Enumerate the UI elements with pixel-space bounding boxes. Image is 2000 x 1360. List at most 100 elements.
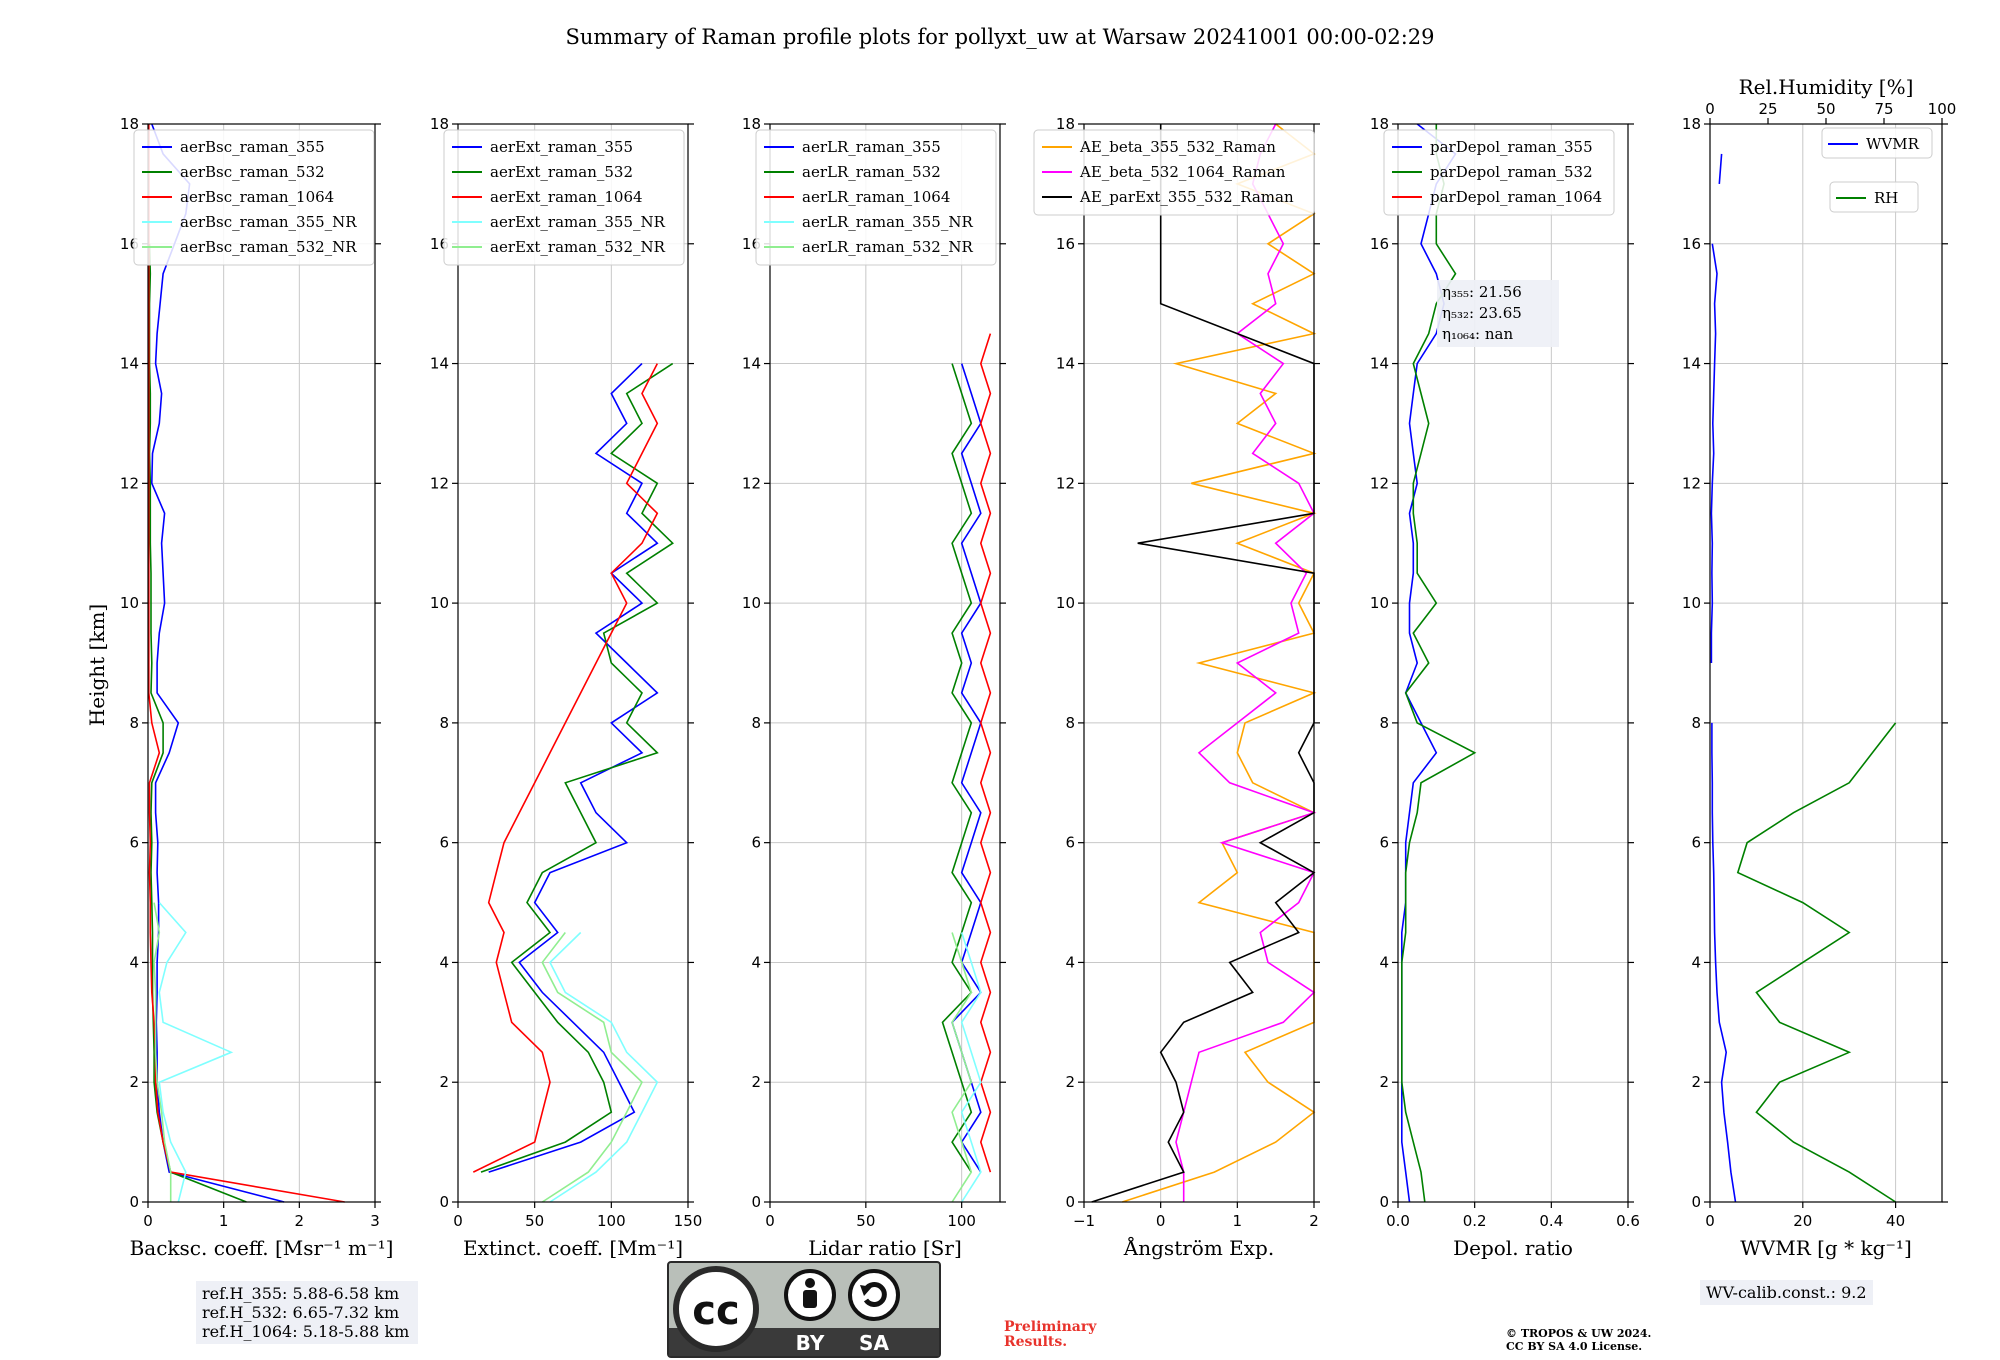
sa-share-icon (848, 1269, 900, 1321)
y-tick-label: 8 (439, 714, 449, 732)
y-tick-label: 2 (439, 1073, 449, 1091)
y-tick-label: 2 (129, 1073, 139, 1091)
x-tick-label: 0 (453, 1212, 463, 1230)
x-axis-label: Depol. ratio (1453, 1236, 1573, 1260)
y-tick-label: 18 (120, 115, 139, 133)
x-tick-label: 100 (947, 1212, 976, 1230)
series-line-aerBsc_raman_355_NR (158, 902, 234, 1203)
y-tick-label: 0 (1379, 1193, 1389, 1211)
legend-box (133, 129, 375, 266)
legend-label: aerLR_raman_355_NR (802, 213, 973, 231)
y-tick-label: 14 (120, 355, 139, 373)
cc-license-badge: cc BY SA (667, 1261, 941, 1358)
series-line-aerBsc_raman_1064 (148, 124, 345, 1203)
y-tick-label: 12 (430, 474, 449, 492)
y-tick-label: 10 (1056, 594, 1075, 612)
y-tick-label: 14 (742, 355, 761, 373)
legend-label: aerExt_raman_532 (490, 163, 633, 181)
y-tick-label: 12 (1370, 474, 1389, 492)
copyright-line-2: CC BY SA 4.0 License. (1506, 1340, 1643, 1353)
x-tick-label: 2 (295, 1212, 305, 1230)
legend-label: aerExt_raman_355 (490, 138, 633, 156)
sa-share-arrow-icon (863, 1282, 887, 1307)
y-tick-label: 12 (120, 474, 139, 492)
legend-label: aerBsc_raman_355 (180, 138, 325, 156)
x-axis-label: Extinct. coeff. [Mm⁻¹] (463, 1236, 683, 1260)
ref-height-532: ref.H_532: 6.65-7.32 km (202, 1303, 400, 1322)
top-x-tick-label: 75 (1874, 100, 1893, 118)
legend: aerBsc_raman_355 aerBsc_raman_532 aerBsc_r… (133, 129, 375, 266)
preliminary-note: Preliminary Results. (1004, 1320, 1096, 1350)
y-tick-label: 8 (751, 714, 761, 732)
x-tick-label: 100 (597, 1212, 626, 1230)
y-tick-label: 16 (1682, 235, 1701, 253)
x-tick-label: 0 (143, 1212, 153, 1230)
legend-label: AE_beta_355_532_Raman (1079, 138, 1276, 156)
x-tick-label: 0.0 (1386, 1212, 1410, 1230)
x-tick-label: 0 (765, 1212, 775, 1230)
y-axis-label: Height [km] (85, 604, 109, 726)
cc-by-label: BY (796, 1331, 825, 1355)
y-tick-label: 12 (1056, 474, 1075, 492)
x-axis-label: Backsc. coeff. [Msr⁻¹ m⁻¹] (130, 1236, 394, 1260)
y-tick-label: 6 (1691, 834, 1701, 852)
legend-label: aerBsc_raman_1064 (180, 188, 334, 206)
x-tick-label: 0.4 (1539, 1212, 1563, 1230)
y-tick-label: 2 (1691, 1073, 1701, 1091)
legend-label: aerLR_raman_355 (802, 138, 941, 156)
legend-label: aerExt_raman_532_NR (490, 238, 666, 256)
legend-label: aerLR_raman_1064 (802, 188, 950, 206)
x-axis-label: Lidar ratio [Sr] (808, 1236, 962, 1260)
series-line-aerBsc_raman_532_NR (153, 902, 172, 1202)
series-line-aerBsc_raman_355 (150, 123, 285, 1203)
by-person-body-icon (803, 1290, 817, 1308)
series-line-WVMR (1710, 153, 1737, 1203)
reference-height-box: ref.H_355: 5.88-6.58 km ref.H_532: 6.65-… (196, 1281, 418, 1344)
legend-label: AE_parExt_355_532_Raman (1079, 188, 1294, 206)
legend-label: aerBsc_raman_355_NR (180, 213, 357, 231)
y-tick-label: 8 (1065, 714, 1075, 732)
series-line-aerExt_raman_532_NR (541, 932, 643, 1203)
y-tick-label: 18 (1682, 115, 1701, 133)
series-line-aerLR_raman_532 (941, 363, 973, 1173)
top-x-tick-label: 50 (1816, 100, 1835, 118)
legend-label: aerLR_raman_532_NR (802, 238, 973, 256)
y-tick-label: 4 (129, 953, 139, 971)
series-line-aerLR_raman_355_NR (960, 932, 982, 1203)
x-tick-label: 50 (856, 1212, 875, 1230)
figure-title: Summary of Raman profile plots for polly… (565, 25, 1434, 49)
x-tick-label: 0 (1705, 1212, 1715, 1230)
x-tick-label: −1 (1073, 1212, 1095, 1230)
y-tick-label: 4 (1691, 953, 1701, 971)
y-tick-label: 12 (742, 474, 761, 492)
y-tick-label: 4 (1065, 953, 1075, 971)
legend: aerExt_raman_355 aerExt_raman_532 aerExt_r… (443, 129, 685, 266)
legend-box (1033, 129, 1315, 216)
axes-frame (1083, 123, 1315, 1203)
legend-box (1383, 129, 1615, 216)
y-tick-label: 4 (439, 953, 449, 971)
y-tick-label: 18 (1370, 115, 1389, 133)
y-tick-label: 10 (430, 594, 449, 612)
y-tick-label: 0 (751, 1193, 761, 1211)
by-person-head-icon (805, 1278, 815, 1288)
panel-6: 0 20 40 0 2 4 6 8 10 12 14 16 18 WVMR [g * kg⁻¹] 0 25 50… (1682, 75, 1956, 1260)
legend-label: parDepol_raman_1064 (1430, 188, 1602, 206)
legend: AE_beta_355_532_Raman AE_beta_532_1064_Ra… (1033, 129, 1315, 216)
eta-1064: η₁₀₆₄: nan (1442, 325, 1514, 343)
legend-box (755, 129, 997, 266)
y-tick-label: 8 (1379, 714, 1389, 732)
x-axis-label: Ångström Exp. (1123, 1235, 1274, 1260)
y-tick-label: 6 (1379, 834, 1389, 852)
copyright-line-1: © TROPOS & UW 2024. (1506, 1327, 1652, 1340)
axes-frame (1397, 123, 1629, 1203)
y-tick-label: 0 (1691, 1193, 1701, 1211)
y-tick-label: 14 (430, 355, 449, 373)
eta-box: η₃₅₅: 21.56 η₅₃₂: 23.65 η₁₀₆₄: nan (1437, 280, 1559, 347)
y-tick-label: 10 (742, 594, 761, 612)
ref-height-1064: ref.H_1064: 5.18-5.88 km (202, 1322, 410, 1341)
legend-label: aerLR_raman_532 (802, 163, 941, 181)
y-tick-label: 12 (1682, 474, 1701, 492)
